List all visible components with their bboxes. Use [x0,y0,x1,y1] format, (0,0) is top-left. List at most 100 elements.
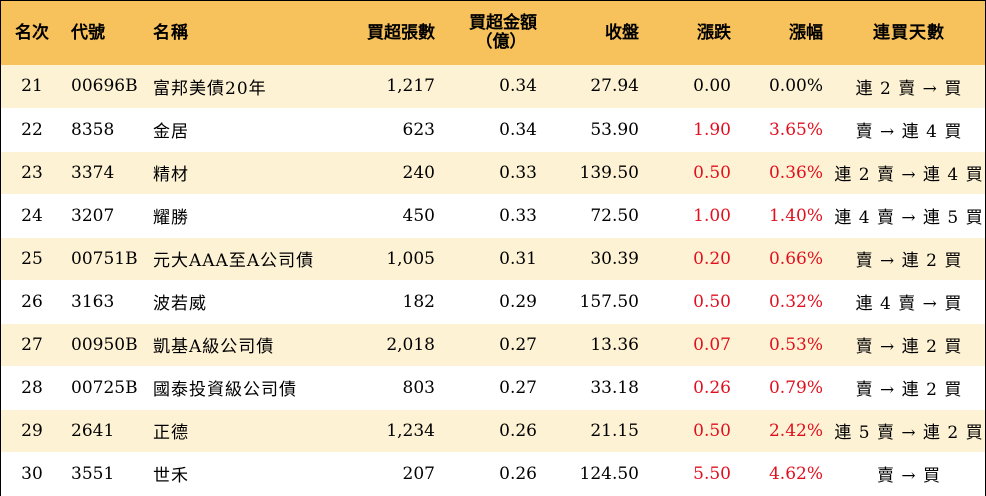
rank-cell: 29 [21,420,43,441]
header-net-buy-amount-line2: （億） [475,32,527,52]
net-buy-amount-cell: 0.33 [499,205,537,226]
table-row: 25 00751B 元大AAA至A公司債 1,005 0.31 30.39 0.20 0.66… [1,237,985,280]
change-cell: 0.07 [693,334,731,355]
net-buy-amount-cell: 0.26 [499,420,537,441]
net-buy-lots-cell: 182 [402,291,435,312]
name-cell: 國泰投資級公司債 [153,380,297,400]
close-cell: 53.90 [590,119,639,140]
change-pct-cell: 0.79% [768,377,823,398]
table-row: 26 3163 波若威 182 0.29 157.50 0.50 0.32% 連 4 賣 → 買 [1,280,985,323]
name-cell: 凱基A級公司債 [153,337,275,357]
close-cell: 13.36 [590,334,639,355]
change-pct-cell: 1.40% [768,205,823,226]
net-buy-amount-cell: 0.29 [499,291,537,312]
rank-cell: 26 [21,291,43,312]
code-cell: 2641 [71,420,115,441]
name-cell: 耀勝 [153,208,189,228]
change-cell: 0.50 [693,162,731,183]
code-cell: 3374 [71,162,115,183]
header-net-buy-amount: 買超金額 （億） [445,1,547,65]
table-row: 23 3374 精材 240 0.33 139.50 0.50 0.36% 連 2 賣 → 連 … [1,151,985,194]
code-cell: 00725B [71,377,138,398]
net-buy-amount-cell: 0.33 [499,162,537,183]
net-buy-amount-cell: 0.31 [499,248,537,269]
header-close: 收盤 [605,22,639,43]
change-pct-cell: 4.62% [768,463,823,484]
table-row: 21 00696B 富邦美債20年 1,217 0.34 27.94 0.00 0.00% 連 … [1,65,985,108]
rank-cell: 23 [21,162,43,183]
rank-cell: 22 [21,119,43,140]
net-buy-lots-cell: 1,217 [386,76,435,97]
table-row: 24 3207 耀勝 450 0.33 72.50 1.00 1.40% 連 4 賣 → 連 5… [1,194,985,237]
close-cell: 21.15 [590,420,639,441]
header-code: 代號 [71,22,105,43]
change-pct-cell: 3.65% [768,119,823,140]
consecutive-days-cell: 賣 → 連 2 買 [855,380,963,400]
name-cell: 正德 [153,423,189,443]
name-cell: 富邦美債20年 [153,78,267,99]
code-cell: 3163 [71,291,115,312]
change-cell: 0.00 [693,76,731,97]
net-buy-amount-cell: 0.27 [499,377,537,398]
header-net-buy-amount-line1: 買超金額 [469,13,537,34]
table-row: 27 00950B 凱基A級公司債 2,018 0.27 13.36 0.07 0.53% 賣 … [1,323,985,366]
header-net-buy-lots: 買超張數 [367,22,435,43]
net-buy-lots-cell: 803 [402,377,435,398]
code-cell: 00751B [71,248,138,269]
close-cell: 27.94 [590,76,639,97]
consecutive-days-cell: 連 2 賣 → 連 4 買 [834,165,984,185]
change-pct-cell: 0.53% [768,334,823,355]
consecutive-days-cell: 賣 → 連 2 買 [855,251,963,271]
net-buy-lots-cell: 1,005 [386,248,435,269]
code-cell: 8358 [71,119,115,140]
change-cell: 0.20 [693,248,731,269]
close-cell: 72.50 [590,205,639,226]
net-buy-amount-cell: 0.27 [499,334,537,355]
rank-cell: 25 [21,248,43,269]
change-cell: 1.00 [693,205,731,226]
net-buy-lots-cell: 1,234 [386,420,435,441]
consecutive-days-cell: 賣 → 買 [876,466,942,486]
rank-cell: 27 [21,334,43,355]
consecutive-days-cell: 連 2 賣 → 買 [855,78,963,99]
close-cell: 139.50 [579,162,639,183]
change-pct-cell: 0.36% [768,162,823,183]
net-buy-amount-cell: 0.34 [499,76,537,97]
header-name: 名稱 [153,22,189,43]
change-cell: 0.50 [693,291,731,312]
name-cell: 元大AAA至A公司債 [153,251,315,271]
code-cell: 00696B [71,76,138,97]
name-cell: 精材 [153,165,189,185]
consecutive-days-cell: 連 4 賣 → 連 5 買 [834,208,984,228]
table-header-row: 名次 代號 名稱 買超張數 買超金額 （億） 收盤 漲跌 漲幅 連買天數 [1,1,985,65]
table-row: 29 2641 正德 1,234 0.26 21.15 0.50 2.42% 連 5 賣 → 連… [1,409,985,452]
change-pct-cell: 0.66% [768,248,823,269]
net-buy-lots-cell: 240 [402,162,435,183]
code-cell: 3207 [71,205,115,226]
name-cell: 波若威 [153,294,207,314]
header-change: 漲跌 [697,22,731,43]
header-rank: 名次 [15,22,49,43]
consecutive-days-cell: 連 5 賣 → 連 2 買 [834,423,984,443]
change-cell: 5.50 [693,463,731,484]
net-buy-lots-cell: 2,018 [386,334,435,355]
table-row: 22 8358 金居 623 0.34 53.90 1.90 3.65% 賣 → 連 4 買 [1,108,985,151]
change-pct-cell: 0.00% [768,76,823,97]
header-change-pct: 漲幅 [789,22,823,43]
net-buy-lots-cell: 623 [402,119,435,140]
close-cell: 33.18 [590,377,639,398]
table-row: 28 00725B 國泰投資級公司債 803 0.27 33.18 0.26 0.79% 賣 →… [1,366,985,409]
close-cell: 157.50 [579,291,639,312]
net-buy-amount-cell: 0.26 [499,463,537,484]
rank-cell: 30 [21,463,43,484]
rank-cell: 21 [21,76,43,97]
consecutive-days-cell: 賣 → 連 4 買 [855,122,963,142]
rank-cell: 24 [21,205,43,226]
close-cell: 124.50 [579,463,639,484]
change-cell: 1.90 [693,119,731,140]
change-pct-cell: 0.32% [768,291,823,312]
change-cell: 0.26 [693,377,731,398]
name-cell: 金居 [153,122,189,142]
